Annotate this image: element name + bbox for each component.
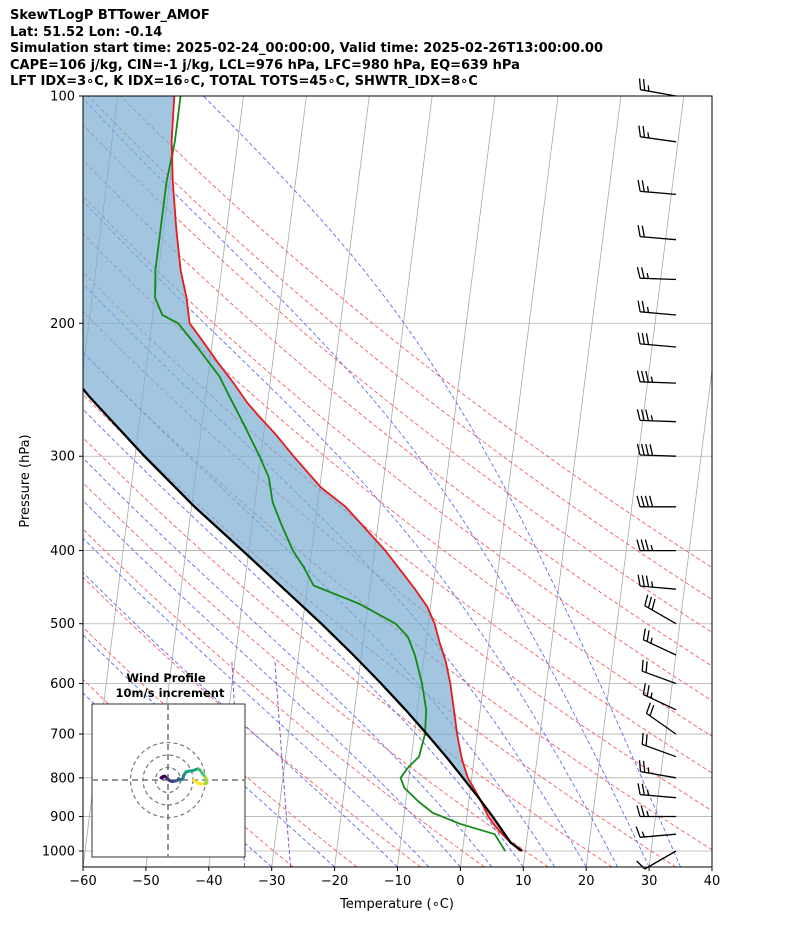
isotherm-line (522, 96, 622, 867)
x-tick-label: 40 (704, 874, 721, 889)
moist-adiabat (83, 537, 430, 867)
y-tick-label: 500 (50, 617, 75, 632)
temperature-line (170, 96, 521, 852)
y-tick-label: 300 (50, 450, 75, 465)
x-tick-label: 10 (515, 874, 532, 889)
y-axis-label: Pressure (hPa) (18, 434, 33, 527)
wind-barb (636, 495, 676, 508)
y-tick-label: 800 (50, 771, 75, 786)
indices-line: LFT IDX=3∘C, K IDX=16∘C, TOTAL TOTS=45∘C… (10, 74, 478, 89)
mixing-ratio-line (274, 660, 292, 867)
y-tick-label: 400 (50, 544, 75, 559)
x-tick-label: 0 (456, 874, 464, 889)
isotherm-line (711, 863, 712, 867)
cape-cin-fill (83, 96, 523, 851)
wind-barbs (635, 78, 677, 870)
time-line: Simulation start time: 2025-02-24_00:00:… (10, 41, 603, 56)
wind-barb (638, 78, 677, 97)
wind-barb (645, 702, 677, 735)
wind-barb (636, 805, 676, 818)
x-tick-label: −10 (384, 874, 411, 889)
x-tick-label: −60 (69, 874, 96, 889)
wind-barb (644, 594, 677, 625)
title-block: SkewTLogP BTTower_AMOF Lat: 51.52 Lon: -… (10, 8, 603, 91)
wind-barb (642, 628, 677, 656)
location-line: Lat: 51.52 Lon: -0.14 (10, 24, 163, 40)
chart-title: SkewTLogP BTTower_AMOF (10, 8, 210, 23)
y-tick-label: 600 (50, 677, 75, 692)
moist-adiabat (83, 634, 335, 867)
wind-barb (637, 300, 677, 316)
hodograph-plot (92, 704, 245, 857)
isotherm-line (334, 96, 433, 867)
x-tick-label: −50 (132, 874, 159, 889)
y-tick-label: 900 (50, 810, 75, 825)
wind-barb (641, 659, 677, 685)
wind-barb (636, 850, 677, 870)
hodograph-subtitle: 10m/s increment (116, 686, 225, 700)
x-tick-label: −20 (321, 874, 348, 889)
dry-adiabat (83, 482, 549, 867)
x-axis-label: Temperature (∘C) (339, 897, 454, 912)
dewpoint-line (154, 96, 506, 852)
moist-adiabat (83, 200, 619, 867)
y-tick-label: 200 (50, 317, 75, 332)
moist-adiabat (83, 97, 650, 867)
x-tick-label: 20 (578, 874, 595, 889)
dry-adiabat (120, 96, 712, 569)
parcel-line (83, 387, 523, 852)
wind-barb (636, 443, 677, 457)
y-tick-label: 700 (50, 728, 75, 743)
x-tick-label: −40 (195, 874, 222, 889)
x-tick-label: −30 (258, 874, 285, 889)
wind-barb (637, 225, 677, 241)
wind-barb (637, 783, 677, 799)
wind-barb (637, 179, 677, 196)
x-tick-label: 30 (641, 874, 658, 889)
isotherm-line (648, 366, 712, 867)
dry-adiabat (83, 124, 712, 633)
sounding-profiles (83, 96, 523, 852)
y-tick-label: 100 (50, 90, 75, 105)
dry-adiabat (87, 96, 712, 601)
wind-barb (638, 125, 677, 143)
hodograph-inset: Wind Profile 10m/s increment (91, 671, 246, 858)
wind-barb (637, 574, 677, 590)
moist-adiabat (83, 408, 524, 867)
wind-barb (636, 409, 677, 423)
dry-adiabat (83, 528, 485, 867)
wind-barb (636, 370, 677, 384)
y-tick-label: 1000 (42, 845, 75, 860)
hodograph-title: Wind Profile (126, 671, 206, 685)
moist-adiabat (203, 96, 681, 867)
wind-barb (638, 760, 677, 779)
cape-area (83, 96, 480, 799)
isotherm-line (585, 96, 685, 867)
isotherm-line (460, 96, 559, 867)
wind-barb (636, 266, 677, 281)
axes: −60 −50 −40 −30 −20 −10 0 10 20 30 40 1000 900 800 700… (42, 90, 720, 890)
dry-adiabat (83, 195, 712, 702)
moist-adiabat (83, 499, 461, 867)
wind-barb (641, 732, 677, 758)
wind-barb (642, 683, 677, 711)
wind-barb (636, 539, 676, 552)
wind-barb (635, 826, 677, 838)
isotherm-line (271, 96, 370, 867)
wind-barb (637, 332, 677, 348)
cape-line: CAPE=106 j/kg, CIN=-1 j/kg, LCL=976 hPa,… (10, 57, 520, 73)
